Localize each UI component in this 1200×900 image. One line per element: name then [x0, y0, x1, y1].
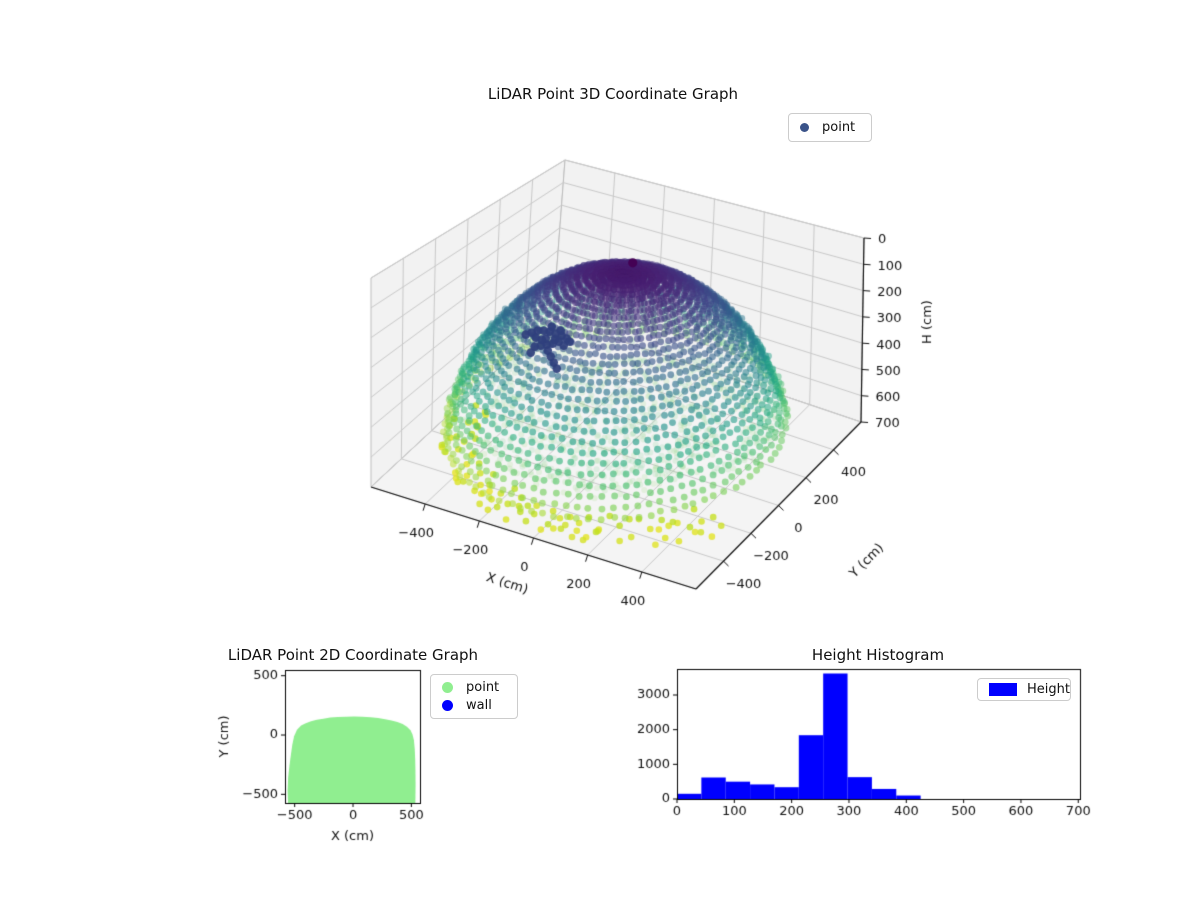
point-marker-icon: [442, 682, 453, 693]
histogram-title: Height Histogram: [811, 646, 945, 664]
legend-label: wall: [466, 698, 492, 713]
legend-item-point2d: point: [442, 680, 506, 695]
legend-label: point: [822, 120, 856, 135]
plot2d-legend: point wall: [430, 674, 518, 719]
plot3d-title: LiDAR Point 3D Coordinate Graph: [487, 85, 739, 103]
legend-item-height: Height: [989, 682, 1070, 697]
plot3d-legend: point: [788, 113, 872, 142]
legend-label: Height: [1027, 682, 1070, 697]
legend-item-point3d: point: [800, 120, 860, 135]
plot2d-title: LiDAR Point 2D Coordinate Graph: [227, 646, 479, 664]
wall-marker-icon: [442, 700, 453, 711]
histogram-legend: Height: [977, 678, 1071, 701]
height-bar-swatch-icon: [989, 683, 1017, 696]
legend-item-wall: wall: [442, 698, 506, 713]
legend-label: point: [466, 680, 500, 695]
point-marker-icon: [800, 123, 809, 132]
